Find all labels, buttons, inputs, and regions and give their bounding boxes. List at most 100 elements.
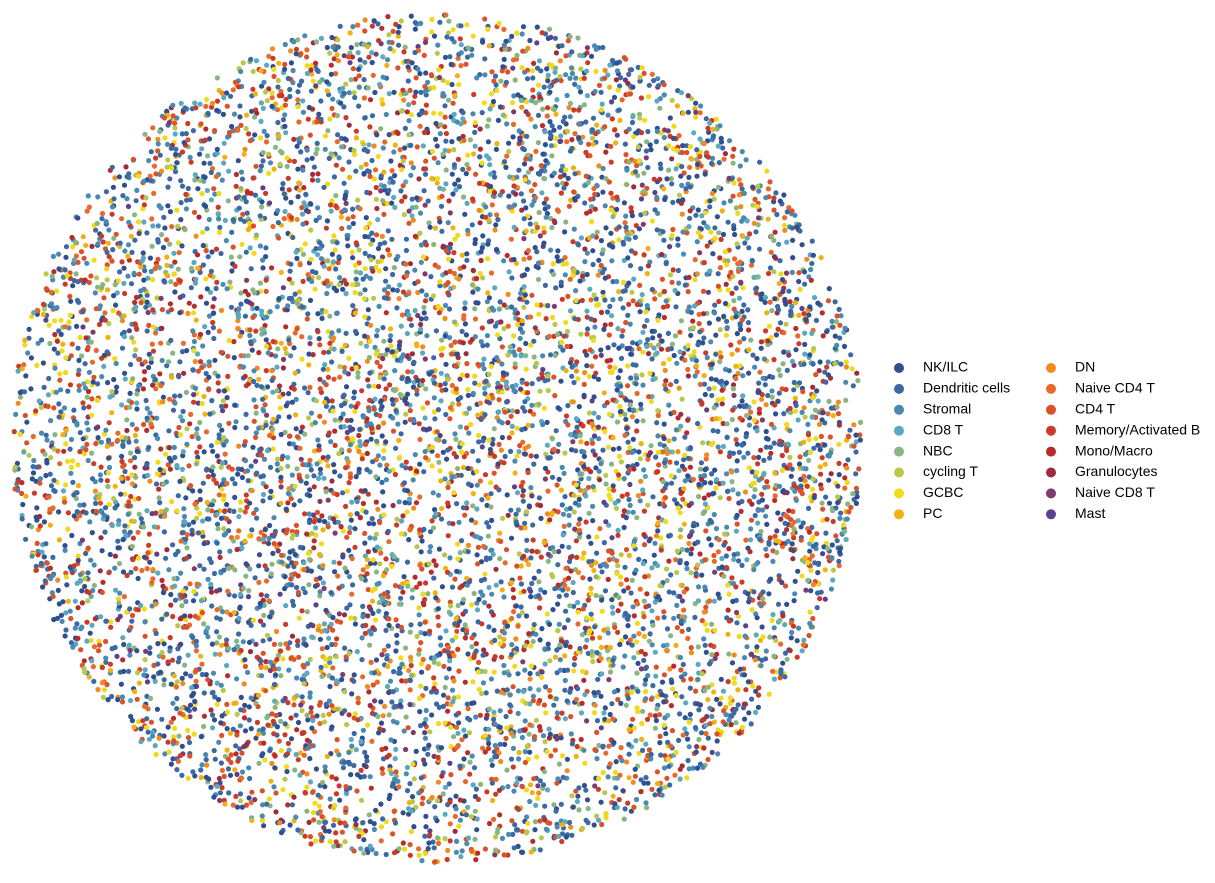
cell-dot <box>522 727 528 733</box>
cell-dot <box>80 400 86 406</box>
cell-dot <box>221 140 227 146</box>
cell-dot <box>826 286 832 292</box>
cell-dot <box>360 567 366 573</box>
cell-dot <box>715 397 721 403</box>
cell-dot <box>806 474 812 480</box>
cell-dot <box>520 493 526 499</box>
cell-dot <box>541 200 547 206</box>
cell-dot <box>190 310 197 316</box>
cell-dot <box>205 507 211 513</box>
cell-dot <box>825 298 832 304</box>
cell-dot <box>767 179 773 185</box>
cell-dot <box>362 749 368 755</box>
cell-dot <box>197 563 203 569</box>
cell-dot <box>659 792 665 798</box>
cell-dot <box>588 297 594 303</box>
cell-dot <box>419 382 425 388</box>
cell-dot <box>531 354 537 360</box>
cell-dot <box>231 339 237 345</box>
cell-dot <box>637 456 643 462</box>
cell-dot <box>507 709 513 715</box>
cell-dot <box>537 605 543 611</box>
cell-dot <box>688 570 694 576</box>
cell-dot <box>625 383 631 389</box>
cell-dot <box>584 45 591 51</box>
cell-dot <box>623 224 629 230</box>
cell-dot <box>464 701 470 707</box>
cell-dot <box>410 165 416 171</box>
cell-dot <box>490 797 496 804</box>
cell-dot <box>465 392 471 398</box>
cell-dot <box>390 502 396 509</box>
cell-dot <box>671 663 677 669</box>
cell-dot <box>614 68 621 74</box>
cell-dot <box>588 540 594 546</box>
cell-dot <box>456 81 462 88</box>
cell-dot <box>403 411 409 417</box>
cell-dot <box>792 395 798 401</box>
cell-dot <box>460 166 466 172</box>
cell-dot <box>172 583 178 589</box>
cell-dot <box>743 537 749 543</box>
cell-dot <box>572 500 579 506</box>
cell-dot <box>351 762 357 769</box>
cell-dot <box>685 373 692 379</box>
cell-dot <box>404 109 410 115</box>
cell-dot <box>587 576 593 582</box>
cell-dot <box>506 269 512 275</box>
cell-dot <box>584 308 590 314</box>
cell-dot <box>174 767 180 773</box>
cell-dot <box>283 621 289 628</box>
cell-dot <box>378 550 384 556</box>
cell-dot <box>790 556 796 562</box>
cell-dot <box>402 500 408 506</box>
cell-dot <box>322 820 328 826</box>
cell-dot <box>784 601 790 608</box>
cell-dot <box>447 241 454 247</box>
cell-dot <box>238 122 244 128</box>
cell-dot <box>374 205 380 212</box>
cell-dot <box>329 641 335 648</box>
cell-dot <box>393 769 399 775</box>
cell-dot <box>147 410 153 416</box>
cell-dot <box>239 769 246 775</box>
cell-dot <box>346 447 352 454</box>
cell-dot <box>649 565 655 571</box>
cell-dot <box>443 361 449 367</box>
cell-dot <box>148 719 154 725</box>
cell-dot <box>122 468 128 475</box>
cell-dot <box>344 429 350 435</box>
cell-dot <box>448 285 454 292</box>
cell-dot <box>178 100 184 106</box>
cell-dot <box>777 372 783 378</box>
cell-dot <box>818 433 825 439</box>
cell-dot <box>757 159 763 165</box>
cell-dot <box>444 456 450 462</box>
cell-dot <box>243 411 249 417</box>
cell-dot <box>365 613 371 619</box>
cell-dot <box>654 769 661 775</box>
cell-dot <box>43 271 49 277</box>
cell-dot <box>108 619 114 625</box>
cell-dot <box>630 509 636 515</box>
cell-dot <box>237 723 243 729</box>
cell-dot <box>392 368 398 374</box>
cell-dot <box>281 216 287 222</box>
cell-dot <box>761 457 767 463</box>
cell-dot <box>691 130 697 136</box>
cell-dot <box>242 657 248 663</box>
cell-dot <box>485 26 491 32</box>
cell-dot <box>584 718 590 724</box>
cell-dot <box>154 706 160 712</box>
cell-dot <box>668 176 675 182</box>
cell-dot <box>771 676 778 682</box>
cell-dot <box>746 710 752 716</box>
cell-dot <box>847 427 853 433</box>
cell-dot <box>88 557 94 563</box>
cell-dot <box>211 717 218 723</box>
cell-dot <box>366 689 372 695</box>
cell-dot <box>422 850 428 857</box>
cell-dot <box>723 380 730 386</box>
cell-dot <box>408 322 415 328</box>
cell-dot <box>188 673 194 679</box>
